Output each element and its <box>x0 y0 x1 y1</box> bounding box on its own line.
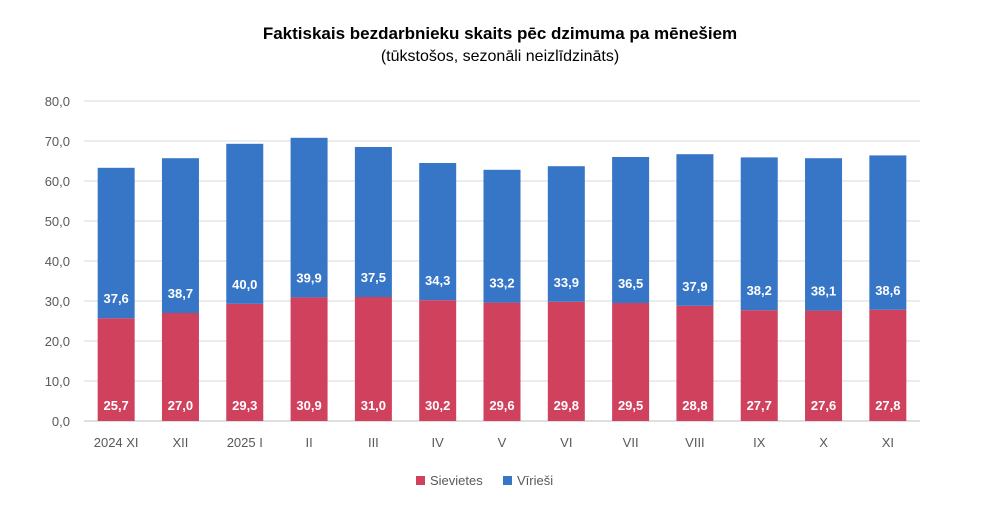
data-label: 27,6 <box>811 398 836 413</box>
data-label: 38,1 <box>811 284 836 299</box>
x-tick-label: 2025 I <box>227 435 263 450</box>
data-label: 30,9 <box>296 398 321 413</box>
bar-sievietes <box>612 303 650 421</box>
data-label: 28,8 <box>682 398 707 413</box>
bar-virieshi <box>869 155 907 310</box>
data-label: 29,5 <box>618 398 643 413</box>
x-tick-label: V <box>498 435 507 450</box>
x-tick-label: IV <box>432 435 445 450</box>
y-tick-label: 20,0 <box>45 334 70 349</box>
data-label: 25,7 <box>103 398 128 413</box>
y-tick-label: 10,0 <box>45 374 70 389</box>
bar-virieshi <box>547 166 585 302</box>
data-label: 34,3 <box>425 273 450 288</box>
data-label: 33,9 <box>554 275 579 290</box>
x-tick-label: VI <box>560 435 572 450</box>
bar-sievietes <box>805 310 843 421</box>
bar-sievietes <box>676 305 714 421</box>
bar-sievietes <box>354 297 392 421</box>
x-tick-label: 2024 XI <box>94 435 139 450</box>
legend-swatch-sievietes <box>416 476 425 485</box>
data-label: 39,9 <box>296 270 321 285</box>
data-label: 29,8 <box>554 398 579 413</box>
legend-label-virieshi: Vīrieši <box>517 473 553 488</box>
bar-virieshi <box>290 137 328 298</box>
data-label: 33,2 <box>489 276 514 291</box>
data-label: 38,7 <box>168 286 193 301</box>
bar-sievietes <box>869 309 907 421</box>
y-tick-label: 30,0 <box>45 294 70 309</box>
y-tick-label: 70,0 <box>45 134 70 149</box>
x-tick-label: VII <box>623 435 639 450</box>
bar-virieshi <box>97 167 135 319</box>
bar-virieshi <box>805 158 843 311</box>
x-tick-label: III <box>368 435 379 450</box>
data-label: 38,2 <box>747 283 772 298</box>
x-tick-label: X <box>819 435 828 450</box>
bar-virieshi <box>161 158 199 313</box>
chart-subtitle: (tūkstošos, sezonāli neizlīdzināts) <box>380 48 620 65</box>
data-label: 40,0 <box>232 277 257 292</box>
x-tick-label: II <box>305 435 312 450</box>
y-tick-label: 60,0 <box>45 174 70 189</box>
data-label: 29,3 <box>232 398 257 413</box>
bar-virieshi <box>612 157 650 303</box>
data-label: 30,2 <box>425 398 450 413</box>
bar-sievietes <box>97 318 135 421</box>
data-label: 31,0 <box>361 398 386 413</box>
data-label: 27,0 <box>168 398 193 413</box>
data-label: 36,5 <box>618 276 643 291</box>
bar-sievietes <box>161 313 199 421</box>
legend-swatch-virieshi <box>503 476 512 485</box>
bar-sievietes <box>419 300 457 421</box>
bar-virieshi <box>740 157 778 311</box>
bar-virieshi <box>419 163 457 301</box>
bar-sievietes <box>547 301 585 421</box>
chart-title: Faktiskais bezdarbnieku skaits pēc dzimu… <box>262 24 738 43</box>
data-label: 37,9 <box>682 279 707 294</box>
bar-sievietes <box>290 297 328 421</box>
data-label: 27,8 <box>875 398 900 413</box>
x-tick-label: XII <box>173 435 189 450</box>
bar-sievietes <box>226 303 264 421</box>
x-tick-label: VIII <box>685 435 705 450</box>
bar-sievietes <box>483 302 521 421</box>
bar-virieshi <box>483 169 521 303</box>
bar-virieshi <box>354 147 392 297</box>
bar-virieshi <box>676 154 714 306</box>
y-tick-label: 50,0 <box>45 214 70 229</box>
x-tick-label: IX <box>753 435 766 450</box>
bar-virieshi <box>226 143 264 304</box>
y-tick-label: 0,0 <box>52 414 70 429</box>
data-label: 38,6 <box>875 283 900 298</box>
data-label: 37,5 <box>361 270 386 285</box>
bar-sievietes <box>740 310 778 421</box>
x-tick-label: XI <box>882 435 894 450</box>
y-tick-label: 40,0 <box>45 254 70 269</box>
y-tick-label: 80,0 <box>45 94 70 109</box>
data-label: 27,7 <box>747 398 772 413</box>
data-label: 29,6 <box>489 398 514 413</box>
data-label: 37,6 <box>103 291 128 306</box>
legend-label-sievietes: Sievietes <box>430 473 483 488</box>
